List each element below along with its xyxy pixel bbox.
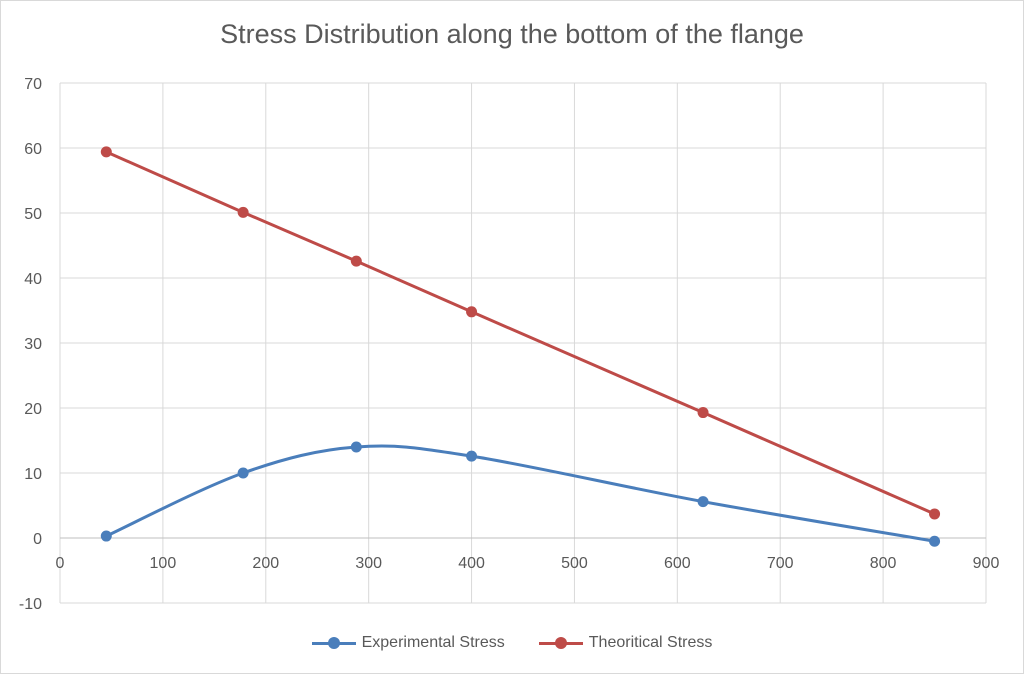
data-point-s0-2 — [350, 441, 362, 453]
x-tick-label: 100 — [150, 555, 177, 572]
data-point-s1-2 — [350, 255, 362, 267]
chart-title: Stress Distribution along the bottom of … — [220, 19, 804, 49]
y-tick-label: 0 — [33, 531, 42, 548]
series-layer — [100, 146, 941, 547]
data-point-s1-3 — [466, 306, 478, 318]
data-point-s0-4 — [697, 496, 709, 508]
legend-swatch-theoretical — [538, 636, 583, 650]
x-tick-label: 700 — [767, 555, 794, 572]
data-point-s1-0 — [100, 146, 112, 158]
x-tick-label: 600 — [664, 555, 691, 572]
y-tick-label: 60 — [24, 141, 42, 158]
y-tick-label: 10 — [24, 466, 42, 483]
y-tick-label: 20 — [24, 401, 42, 418]
series-line-0 — [105, 444, 935, 543]
x-tick-label: 500 — [561, 555, 588, 572]
y-tick-label: 30 — [24, 336, 42, 353]
data-point-s1-4 — [697, 407, 709, 419]
legend-swatch-experimental — [311, 636, 356, 650]
x-tick-label: 0 — [56, 555, 65, 572]
x-tick-label: 300 — [355, 555, 382, 572]
data-point-s0-5 — [929, 535, 941, 547]
data-point-s1-5 — [929, 508, 941, 520]
data-point-s1-1 — [237, 206, 249, 218]
x-tick-label: 200 — [252, 555, 279, 572]
series-line-1 — [105, 150, 936, 516]
x-tick-label: 400 — [458, 555, 485, 572]
data-point-s0-3 — [466, 450, 478, 462]
x-tick-label: 900 — [973, 555, 1000, 572]
y-tick-label: 40 — [24, 271, 42, 288]
data-point-s0-0 — [100, 530, 112, 542]
legend: Experimental Stress Theoritical Stress — [1, 634, 1023, 652]
data-point-s0-1 — [237, 467, 249, 479]
y-tick-label: 50 — [24, 206, 42, 223]
x-tick-label: 800 — [870, 555, 897, 572]
legend-item-experimental[interactable]: Experimental Stress — [311, 634, 505, 652]
legend-item-theoretical[interactable]: Theoritical Stress — [538, 634, 713, 652]
legend-label-experimental: Experimental Stress — [361, 634, 505, 651]
legend-label-theoretical: Theoritical Stress — [588, 634, 713, 651]
y-tick-label: 70 — [24, 76, 42, 93]
gridlines — [59, 82, 987, 604]
y-tick-label: -10 — [19, 596, 42, 613]
